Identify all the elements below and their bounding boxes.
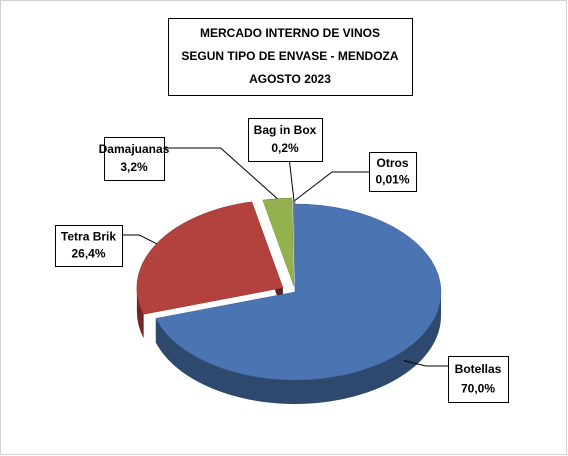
leader-line <box>403 360 448 367</box>
label-box <box>369 152 417 192</box>
slice <box>136 201 284 315</box>
category-label: Botellas <box>455 362 502 376</box>
slice-side <box>136 287 144 339</box>
leader-line <box>164 147 278 199</box>
label-box <box>104 137 165 181</box>
slice <box>155 203 442 381</box>
slice <box>262 197 295 287</box>
chart-title: AGOSTO 2023 <box>249 72 331 86</box>
label-box <box>248 118 323 162</box>
title-box <box>168 18 413 96</box>
chart-title: SEGUN TIPO DE ENVASE - MENDOZA <box>181 49 398 63</box>
slice-side <box>155 292 441 404</box>
value-label: 0,2% <box>271 141 299 155</box>
category-label: Damajuanas <box>99 142 170 156</box>
leader-line <box>122 234 157 245</box>
value-label: 0,01% <box>375 172 409 186</box>
label-box <box>448 356 509 403</box>
chart-title: MERCADO INTERNO DE VINOS <box>200 26 380 40</box>
category-label: Tetra Brik <box>61 229 116 243</box>
label-box <box>55 225 123 267</box>
value-label: 70,0% <box>461 381 495 395</box>
category-label: Bag in Box <box>254 123 317 137</box>
category-label: Otros <box>376 156 408 170</box>
leader-line <box>294 171 369 201</box>
value-label: 26,4% <box>71 247 105 261</box>
value-label: 3,2% <box>120 160 148 174</box>
